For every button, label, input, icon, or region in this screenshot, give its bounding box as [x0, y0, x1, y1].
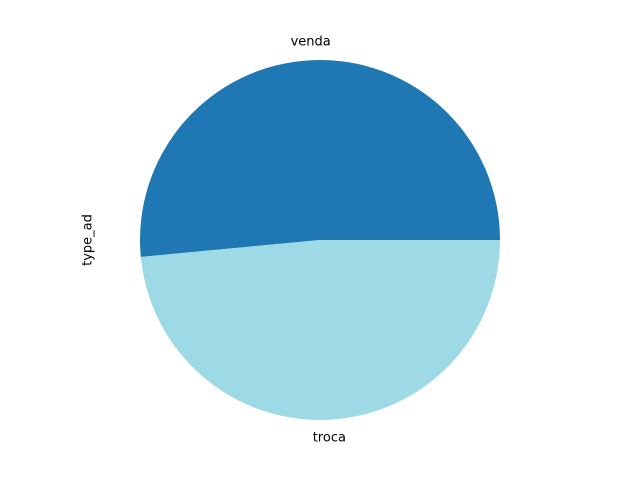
y-axis-label: type_ad: [81, 214, 96, 266]
pie-slice-troca: [140, 240, 501, 420]
pie-label-venda: venda: [291, 35, 331, 50]
pie-labels: venda troca: [291, 35, 346, 446]
pie-label-troca: troca: [313, 430, 346, 445]
pie-slice-venda: [140, 59, 500, 257]
pie-slices: [140, 59, 501, 420]
